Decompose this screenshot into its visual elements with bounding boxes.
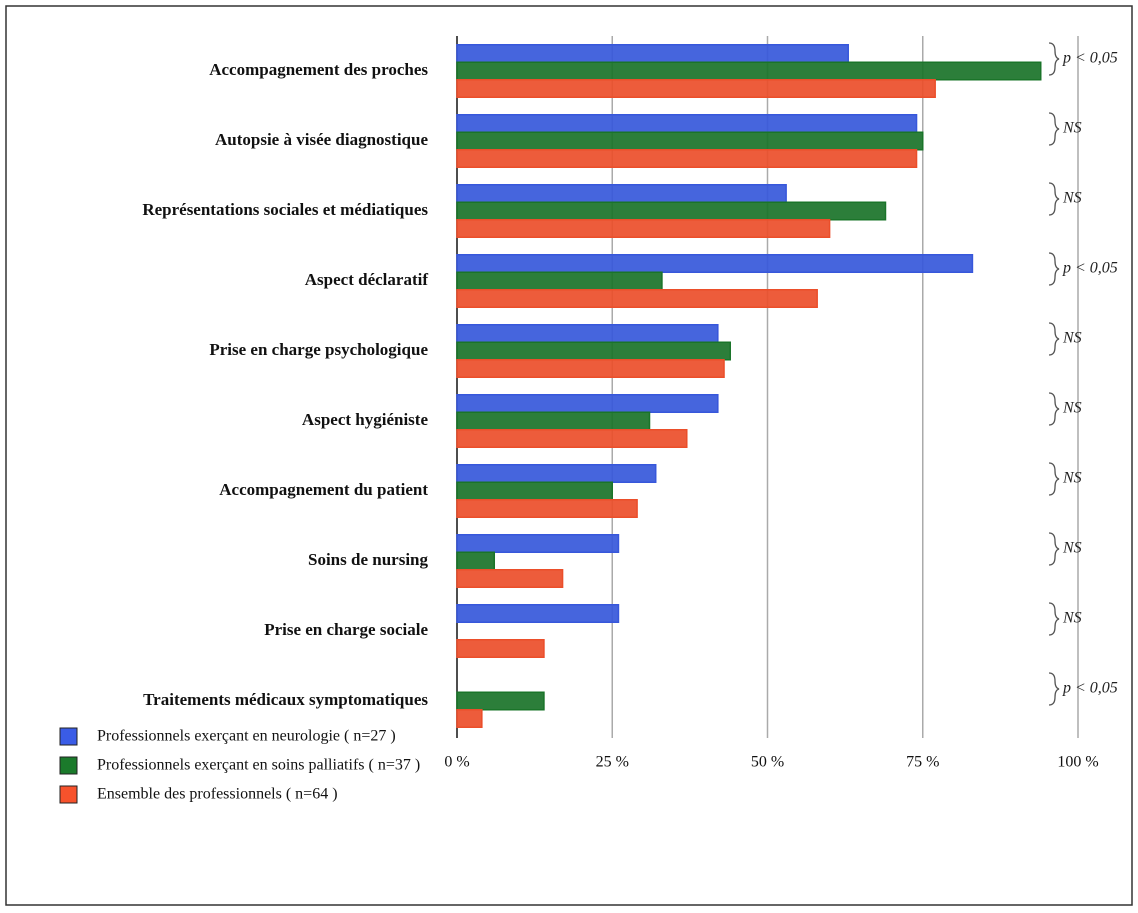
bar [456,429,688,448]
brace [1048,532,1060,566]
legend-label: Professionnels exerçant en soins palliat… [97,757,420,774]
annotation: NS [1062,400,1082,417]
bar [456,114,918,133]
category-label: Soins de nursing [308,550,428,569]
annotation: NS [1062,470,1082,487]
brace [1048,462,1060,496]
bar [456,44,849,63]
brace [1048,42,1060,76]
bar [456,271,663,291]
brace [1048,112,1060,146]
bar [456,499,638,518]
bar [456,219,831,238]
bar [456,79,936,98]
annotation: NS [1062,190,1082,207]
bar [456,201,887,221]
annotation: p < 0,05 [1062,260,1118,277]
bar [456,324,719,343]
annotation: NS [1062,540,1082,557]
brace [1048,182,1060,216]
bar [456,481,613,501]
annotation: NS [1062,610,1082,627]
bar [456,131,924,151]
brace [1048,322,1060,356]
bar [456,149,918,168]
annotation: NS [1062,330,1082,347]
bar [456,604,620,623]
bar [456,61,1042,81]
bar [456,254,974,273]
category-label: Accompagnement du patient [219,480,428,499]
bar [456,709,483,728]
annotation: p < 0,05 [1062,50,1118,67]
bar [456,411,651,431]
x-tick-label: 100 % [1057,754,1098,771]
x-tick-label: 50 % [751,754,784,771]
brace [1048,672,1060,706]
category-label: Accompagnement des proches [209,60,428,79]
brace [1048,602,1060,636]
legend-label: Professionnels exerçant en neurologie ( … [97,728,396,745]
bar [456,534,620,553]
legend-label: Ensemble des professionnels ( n=64 ) [97,786,338,803]
bar [456,691,545,711]
brace [1048,252,1060,286]
brace [1048,392,1060,426]
bar [456,639,545,658]
x-tick-label: 75 % [906,754,939,771]
category-label: Prise en charge psychologique [209,340,428,359]
annotation: NS [1062,120,1082,137]
category-label: Traitements médicaux symptomatiques [143,690,428,709]
legend-swatch [59,727,78,746]
category-label: Prise en charge sociale [264,620,428,639]
bar [456,464,657,483]
bar [456,394,719,413]
annotation: p < 0,05 [1062,680,1118,697]
bar [456,341,731,361]
bar [456,359,725,378]
x-tick-label: 0 % [444,754,469,771]
category-label: Aspect hygiéniste [302,410,429,429]
bar [456,289,818,308]
category-label: Aspect déclaratif [305,270,429,289]
bar [456,569,564,588]
category-label: Représentations sociales et médiatiques [142,200,428,219]
legend-swatch [59,785,78,804]
legend-swatch [59,756,78,775]
category-label: Autopsie à visée diagnostique [215,130,428,149]
bar [456,184,787,203]
bar [456,551,496,571]
x-tick-label: 25 % [596,754,629,771]
